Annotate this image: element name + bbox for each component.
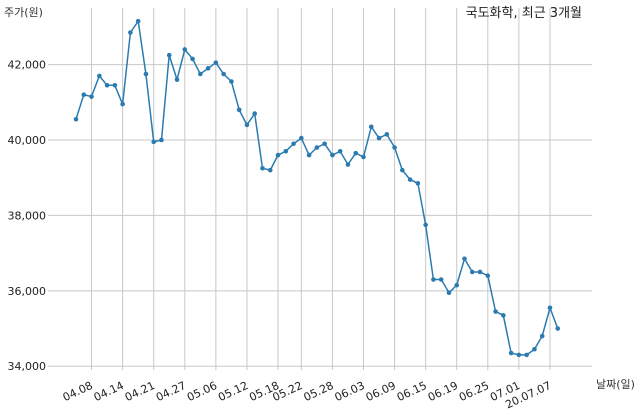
data-point — [283, 148, 289, 154]
x-tick-label: 06.09 — [364, 379, 398, 404]
data-point — [143, 71, 149, 77]
data-point — [89, 94, 94, 99]
x-tick-label: 05.06 — [185, 379, 219, 404]
data-point — [345, 162, 351, 167]
data-point — [205, 66, 211, 71]
y-tick-label: 42,000 — [8, 59, 47, 72]
data-point — [337, 148, 343, 154]
y-axis-label: 주가(원) — [4, 6, 43, 19]
grid-layer — [48, 8, 592, 370]
data-point — [182, 47, 188, 52]
data-point — [229, 79, 234, 84]
data-point — [423, 222, 428, 228]
x-tick-label: 04.14 — [92, 379, 126, 404]
data-point — [198, 71, 203, 77]
data-point — [508, 350, 514, 356]
data-point — [431, 277, 436, 282]
data-point — [485, 273, 491, 279]
price-series-line — [75, 19, 559, 356]
data-point — [501, 313, 506, 318]
x-tick-label: 06.03 — [333, 379, 367, 404]
data-point — [477, 269, 483, 275]
data-point — [135, 18, 141, 24]
x-tick-label: 05.12 — [216, 379, 250, 404]
data-point — [291, 141, 296, 147]
data-point — [516, 352, 522, 358]
data-point — [384, 132, 390, 137]
x-tick-label: 04.27 — [154, 379, 188, 404]
data-point — [166, 52, 172, 58]
data-point — [446, 290, 452, 295]
x-tick-labels: 04.0804.1404.2104.2705.0605.1205.1805.22… — [61, 379, 553, 411]
data-point — [407, 177, 413, 182]
data-point — [120, 101, 125, 107]
data-point — [159, 137, 164, 143]
data-point — [306, 152, 312, 158]
data-point — [454, 282, 460, 288]
data-point — [376, 135, 382, 141]
data-point — [275, 152, 281, 158]
x-tick-label: 05.28 — [302, 379, 336, 404]
data-point — [112, 83, 118, 88]
data-point — [236, 107, 242, 113]
data-point — [353, 150, 359, 156]
data-point — [493, 309, 498, 314]
data-point — [73, 116, 79, 122]
data-point — [438, 277, 444, 282]
x-tick-label: 04.08 — [61, 379, 95, 404]
data-point — [469, 269, 475, 275]
data-point — [244, 122, 250, 128]
data-point — [190, 56, 195, 62]
x-tick-label: 06.19 — [426, 379, 460, 404]
data-point — [539, 333, 545, 339]
y-tick-label: 38,000 — [8, 209, 47, 222]
x-tick-label: 04.21 — [123, 379, 157, 404]
data-point — [260, 165, 265, 171]
data-point — [299, 135, 304, 141]
data-point — [128, 30, 133, 35]
data-point — [104, 83, 110, 88]
data-point — [213, 60, 219, 65]
data-point — [267, 167, 273, 173]
x-tick-label: 06.25 — [457, 379, 491, 404]
chart-title: 국도화학, 최근 3개월 — [466, 6, 582, 21]
data-point — [462, 256, 467, 262]
y-tick-labels: 34,000 36,000 38,000 40,000 42,000 — [8, 59, 47, 374]
y-tick-label: 40,000 — [8, 134, 47, 147]
data-point — [415, 181, 421, 186]
data-point — [330, 152, 335, 158]
data-point — [252, 111, 258, 116]
data-point — [524, 352, 529, 358]
data-point — [322, 141, 327, 147]
data-point — [221, 71, 226, 77]
data-point — [392, 145, 397, 150]
y-tick-label: 34,000 — [8, 360, 47, 373]
data-point — [361, 154, 366, 160]
data-point — [547, 305, 553, 311]
data-points — [73, 18, 561, 358]
data-point — [174, 77, 180, 82]
x-tick-label: 06.15 — [395, 379, 429, 404]
data-point — [400, 167, 405, 173]
data-point — [555, 326, 561, 331]
data-point — [368, 124, 374, 130]
data-point — [314, 145, 320, 150]
data-point — [81, 92, 87, 98]
data-point — [97, 73, 102, 79]
data-point — [151, 139, 156, 145]
y-tick-label: 36,000 — [8, 285, 47, 298]
data-point — [532, 346, 537, 352]
x-axis-label: 날짜(일) — [596, 377, 635, 391]
